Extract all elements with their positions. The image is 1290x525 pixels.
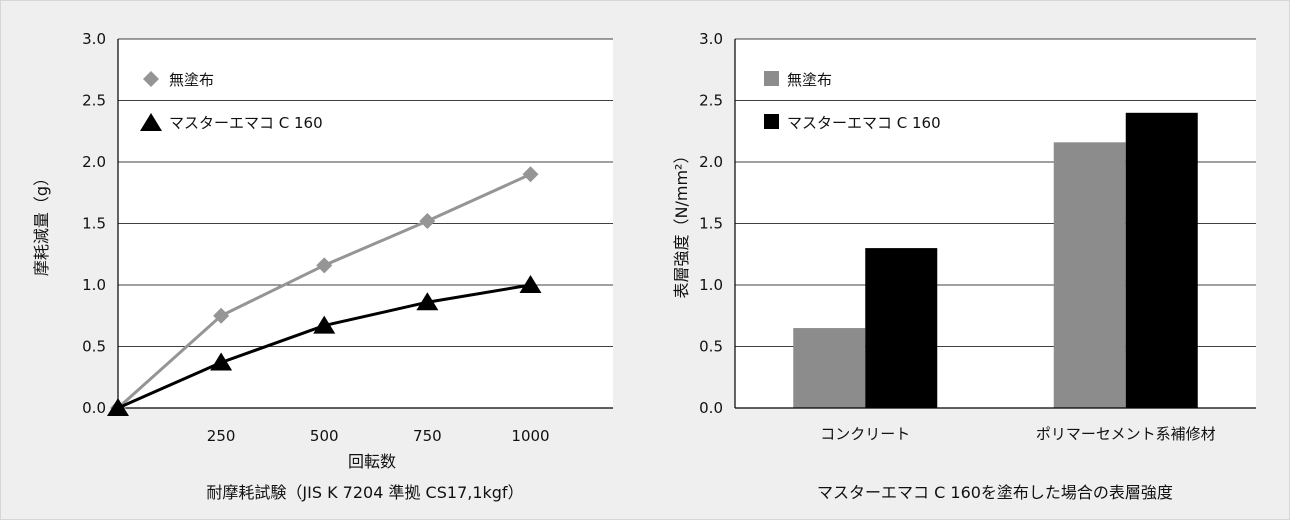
data-point-triangle bbox=[313, 315, 336, 334]
y-tick-label: 2.0 bbox=[699, 153, 723, 171]
bar-masteremaco bbox=[865, 248, 938, 408]
x-tick-labels: 250 500 750 1000 bbox=[207, 427, 550, 445]
data-point-diamond bbox=[213, 307, 230, 324]
chart-caption: マスターエマコ C 160を塗布した場合の表層強度 bbox=[817, 483, 1173, 502]
legend-label-masteremaco: マスターエマコ C 160 bbox=[169, 114, 323, 132]
x-tick-label: 250 bbox=[207, 427, 236, 445]
bar-uncoated bbox=[793, 328, 866, 408]
legend-marker-triangle bbox=[140, 113, 162, 131]
bars-group bbox=[793, 112, 1198, 409]
data-point-diamond bbox=[316, 257, 333, 274]
bar-masteremaco bbox=[1125, 112, 1198, 409]
y-tick-label: 0.0 bbox=[699, 399, 723, 417]
legend-swatch-masteremaco bbox=[764, 114, 779, 129]
legend-swatch-uncoated bbox=[764, 71, 779, 86]
legend: 無塗布 マスターエマコ C 160 bbox=[140, 71, 323, 132]
y-tick-label: 2.5 bbox=[82, 92, 106, 110]
y-tick-label: 3.0 bbox=[82, 30, 106, 48]
legend: 無塗布 マスターエマコ C 160 bbox=[764, 71, 941, 132]
legend-label-uncoated: 無塗布 bbox=[169, 71, 214, 89]
surface-strength-chart: 0.0 0.5 1.0 1.5 2.0 2.5 3.0 コンクリート ポリマーセメント系補修材… bbox=[672, 30, 1256, 502]
bar-uncoated bbox=[1053, 142, 1126, 408]
gridlines bbox=[118, 38, 613, 347]
data-point-diamond bbox=[419, 213, 436, 230]
legend-marker-diamond bbox=[143, 71, 159, 87]
y-tick-label: 0.0 bbox=[82, 399, 106, 417]
y-tick-label: 1.5 bbox=[82, 215, 106, 233]
data-point-triangle bbox=[416, 292, 439, 311]
y-tick-labels: 0.0 0.5 1.0 1.5 2.0 2.5 3.0 bbox=[82, 30, 106, 417]
chart-caption: 耐摩耗試験（JIS K 7204 準拠 CS17,1kgf） bbox=[206, 483, 523, 502]
y-tick-label: 1.0 bbox=[82, 276, 106, 294]
y-tick-label: 1.0 bbox=[699, 276, 723, 294]
legend-label-masteremaco: マスターエマコ C 160 bbox=[787, 114, 941, 132]
y-axis-title: 摩耗減量（g） bbox=[32, 170, 51, 276]
y-tick-labels: 0.0 0.5 1.0 1.5 2.0 2.5 3.0 bbox=[699, 30, 723, 417]
x-tick-label: 1000 bbox=[511, 427, 549, 445]
y-tick-label: 2.0 bbox=[82, 153, 106, 171]
x-category-label: ポリマーセメント系補修材 bbox=[1036, 425, 1216, 443]
series-group bbox=[107, 166, 542, 416]
data-point-triangle bbox=[210, 352, 233, 371]
x-tick-label: 500 bbox=[310, 427, 339, 445]
y-tick-label: 3.0 bbox=[699, 30, 723, 48]
x-tick-labels: コンクリート ポリマーセメント系補修材 bbox=[820, 425, 1215, 443]
x-axis-title: 回転数 bbox=[348, 452, 396, 471]
data-point-diamond bbox=[522, 166, 539, 183]
legend-label-uncoated: 無塗布 bbox=[787, 71, 832, 89]
x-category-label: コンクリート bbox=[820, 425, 910, 443]
y-tick-label: 0.5 bbox=[82, 338, 106, 356]
y-axis-title: 表層強度（N/mm²） bbox=[672, 148, 691, 299]
wear-test-chart: 0.0 0.5 1.0 1.5 2.0 2.5 3.0 250 500 750 1000 無塗布 … bbox=[32, 30, 613, 502]
data-point-triangle bbox=[107, 398, 129, 416]
data-point-triangle bbox=[519, 275, 542, 293]
x-tick-label: 750 bbox=[413, 427, 442, 445]
y-tick-label: 1.5 bbox=[699, 215, 723, 233]
y-tick-label: 0.5 bbox=[699, 338, 723, 356]
y-tick-label: 2.5 bbox=[699, 92, 723, 110]
